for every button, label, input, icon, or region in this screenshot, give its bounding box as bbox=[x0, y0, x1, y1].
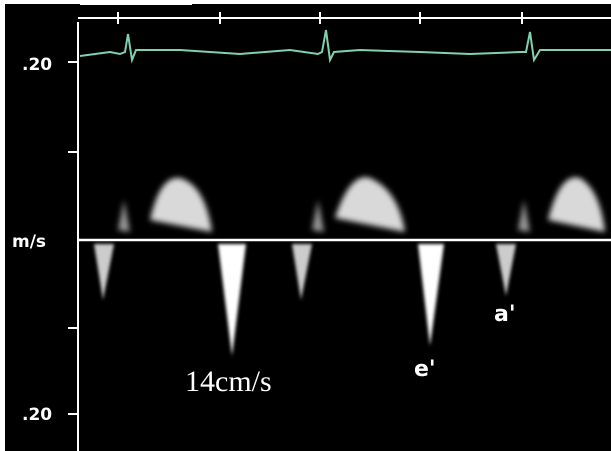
ecg-trace bbox=[79, 29, 611, 64]
screen-background bbox=[5, 4, 611, 451]
axis-label: .20 bbox=[22, 55, 52, 75]
axis-label: .20 bbox=[22, 405, 52, 425]
doppler-spikes bbox=[94, 244, 516, 356]
a-wave-label: a' bbox=[494, 302, 516, 327]
axis-unit: m/s bbox=[12, 232, 46, 252]
e-wave-label: e' bbox=[414, 357, 436, 382]
peak-annotation: 14cm/s bbox=[185, 365, 272, 398]
doppler-signal bbox=[118, 177, 605, 232]
axes bbox=[68, 12, 611, 451]
top-bar bbox=[80, 0, 192, 5]
